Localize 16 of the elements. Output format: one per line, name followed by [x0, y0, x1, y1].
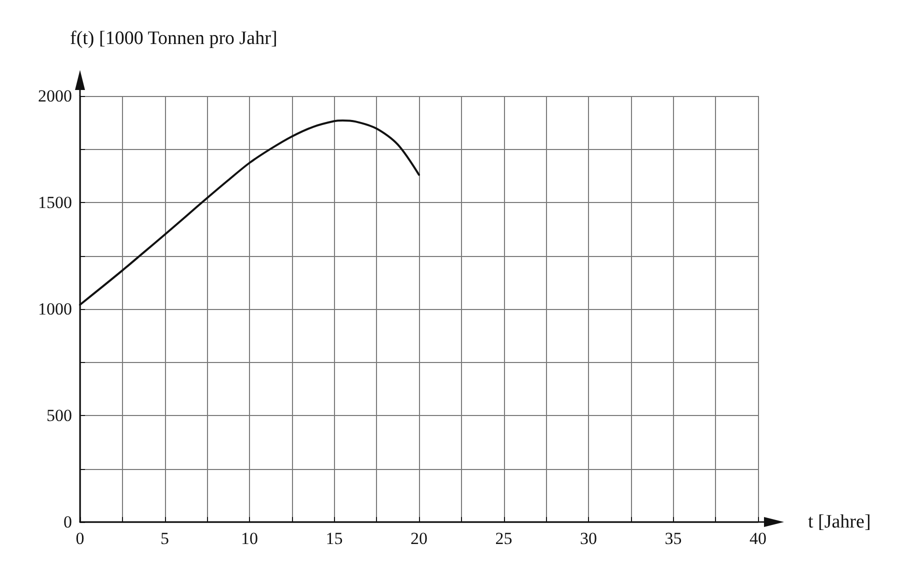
x-tick-label: 10	[241, 529, 258, 548]
y-tick-label: 500	[46, 406, 72, 425]
x-tick-label: 25	[495, 529, 512, 548]
x-tick-label: 30	[580, 529, 597, 548]
x-tick-label: 20	[410, 529, 428, 548]
y-tick-label: 0	[64, 512, 72, 532]
x-tick-label: 40	[750, 529, 766, 548]
y-tick-label: 1500	[38, 193, 72, 212]
x-tick-label: 5	[160, 529, 169, 548]
y-axis-title: f(t) [1000 Tonnen pro Jahr]	[70, 28, 278, 49]
y-tick-label: 2000	[38, 86, 72, 106]
x-tick-label: 0	[76, 529, 84, 548]
x-axis-title: t [Jahre]	[808, 512, 871, 532]
y-tick-label: 1000	[38, 300, 72, 318]
x-tick-label: 35	[664, 529, 682, 548]
x-tick-label: 15	[326, 529, 343, 548]
